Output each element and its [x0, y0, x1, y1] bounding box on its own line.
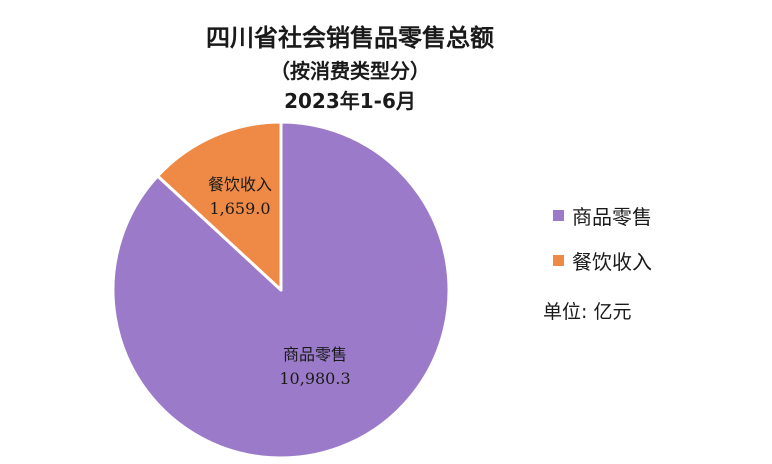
chart-subtitle: （按消费类型分） — [270, 59, 430, 83]
legend-swatch-0 — [553, 210, 564, 221]
legend-label-1: 餐饮收入 — [572, 250, 652, 274]
unit-label: 单位: 亿元 — [543, 301, 631, 323]
slice-name-label-1: 餐饮收入 — [208, 175, 272, 194]
slice-name-label-0: 商品零售 — [283, 345, 347, 364]
chart-period: 2023年1-6月 — [284, 89, 416, 113]
legend: 商品零售 餐饮收入 — [553, 205, 652, 274]
pie-slice-labels: 商品零售 10,980.3 餐饮收入 1,659.0 — [208, 175, 351, 388]
legend-swatch-1 — [553, 255, 564, 266]
pie-slices — [111, 120, 451, 460]
legend-label-0: 商品零售 — [572, 205, 652, 229]
slice-value-label-1: 1,659.0 — [209, 199, 270, 218]
pie-slice-1 — [156, 120, 283, 292]
chart-title: 四川省社会销售品零售总额 — [206, 24, 494, 52]
slice-value-label-0: 10,980.3 — [279, 369, 350, 388]
